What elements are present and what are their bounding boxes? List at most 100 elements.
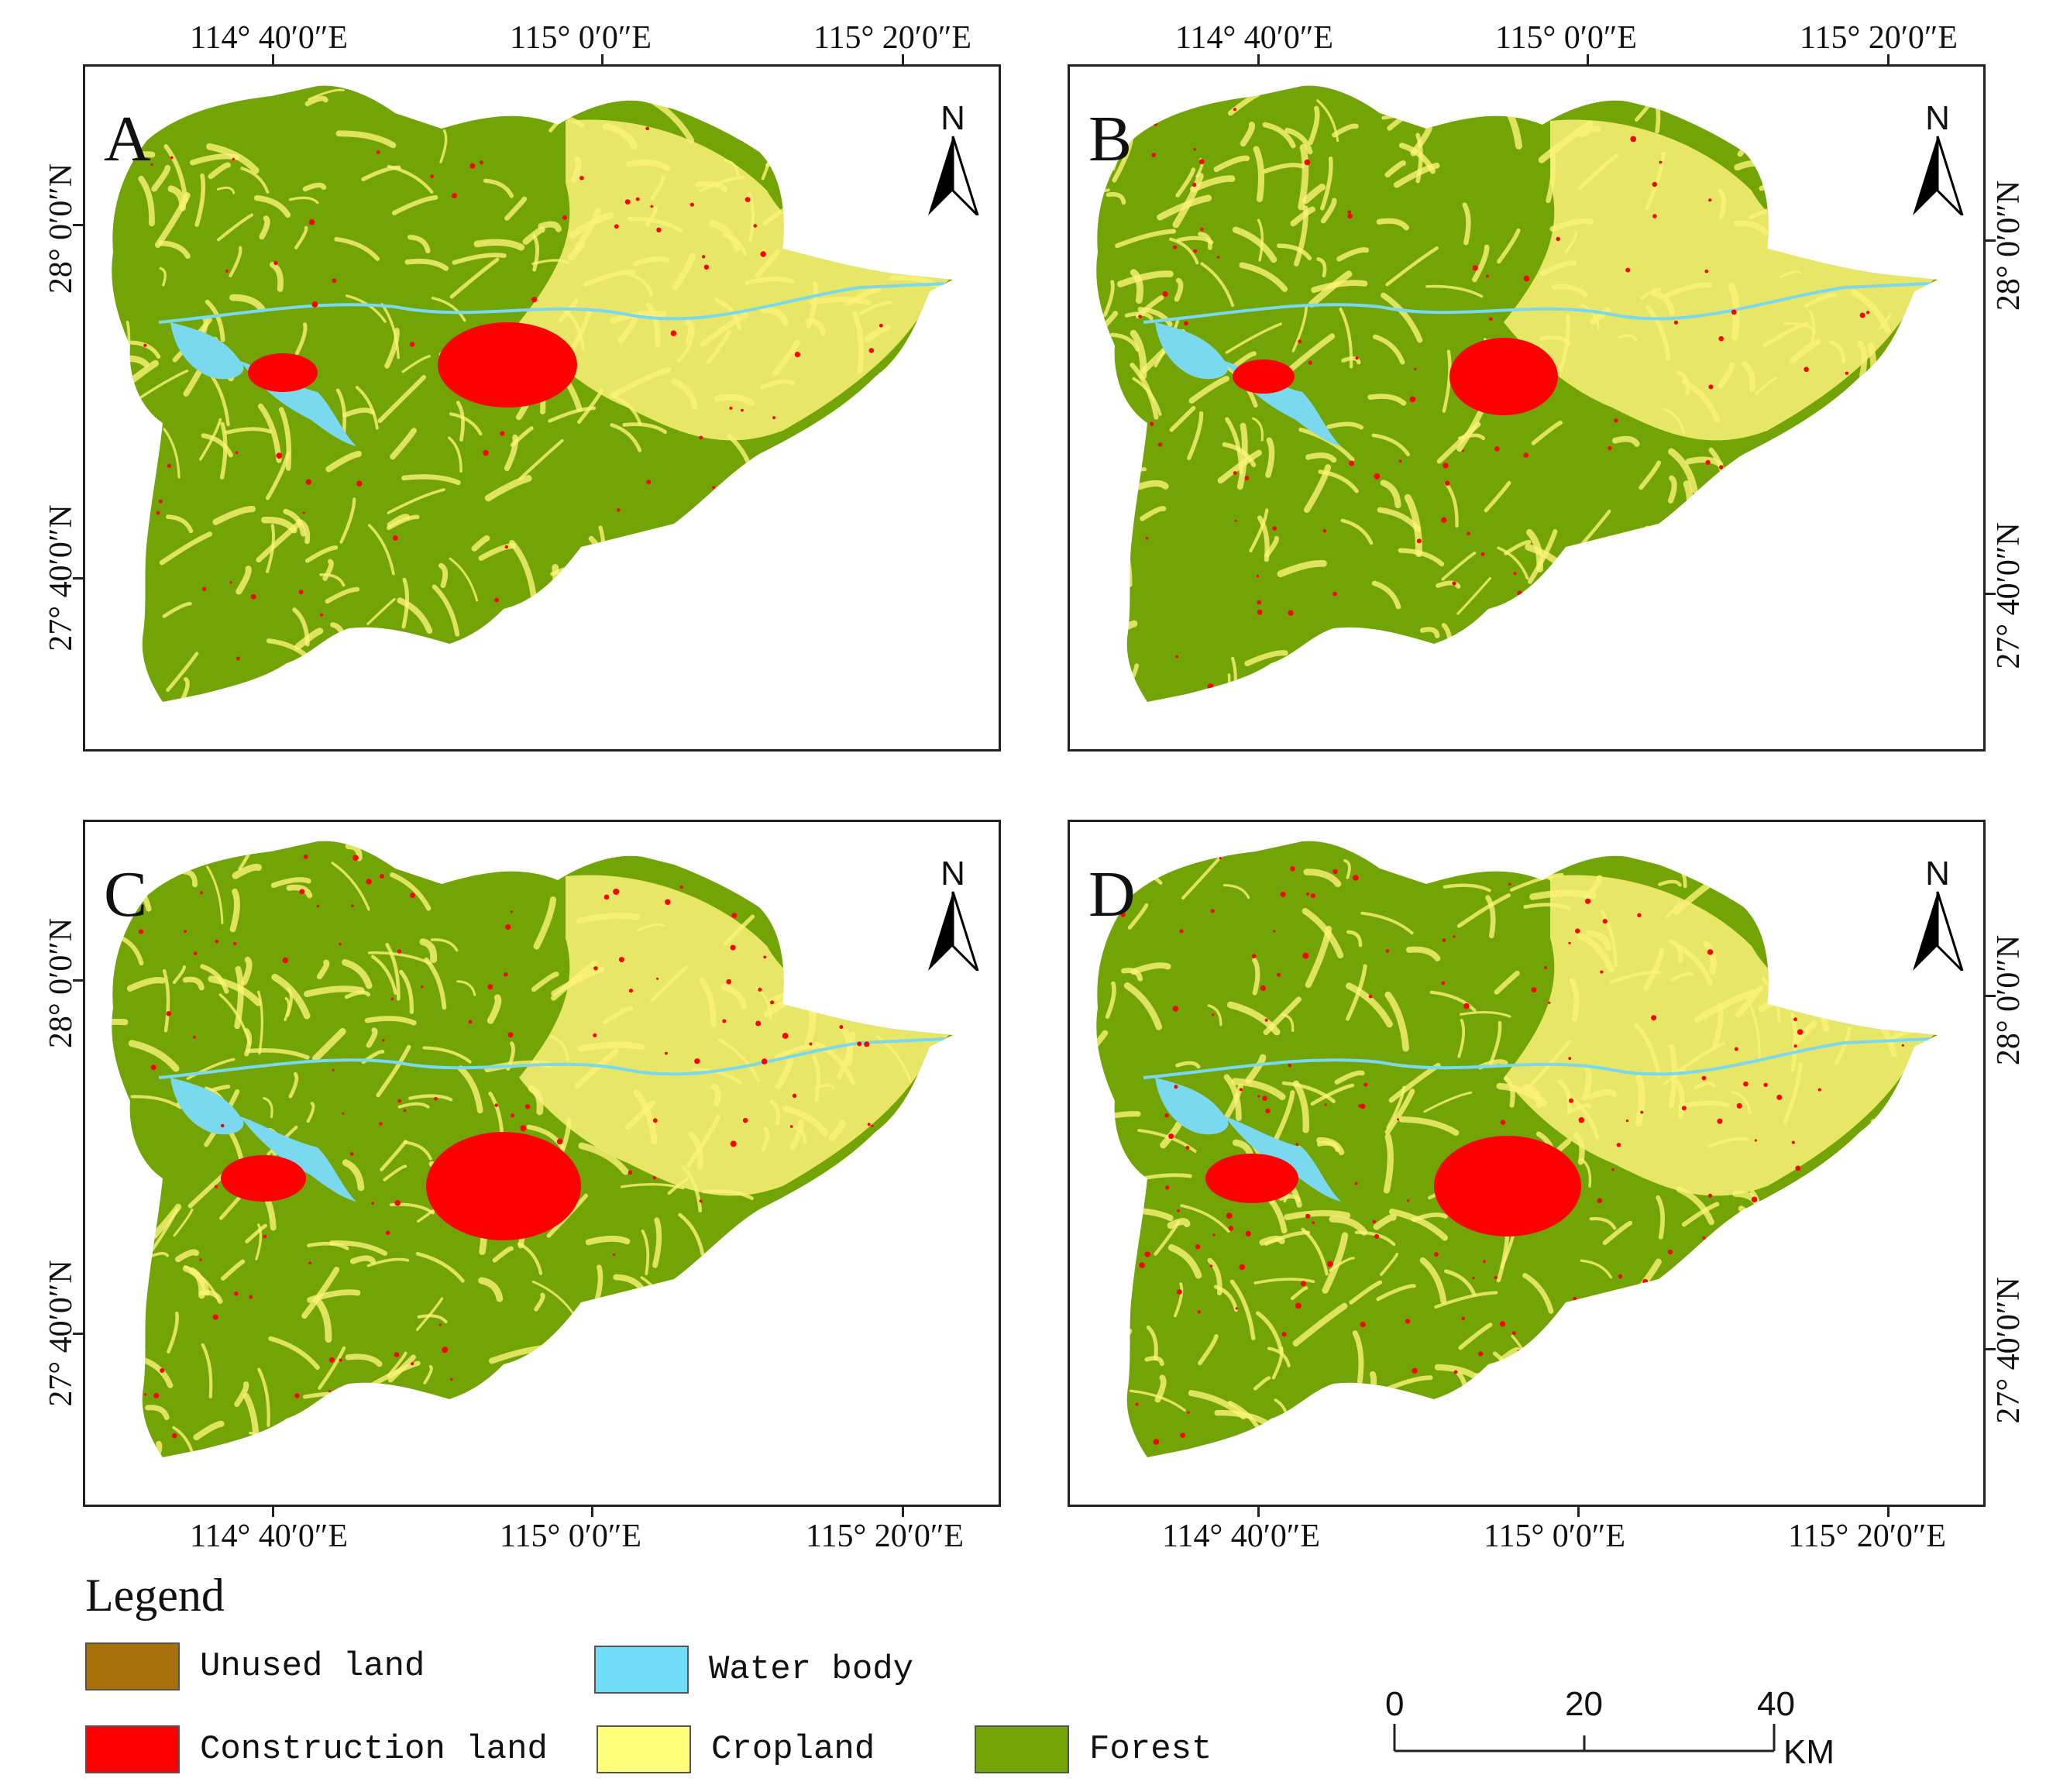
cropland-patch: [1891, 1198, 1911, 1242]
cropland-patch: [145, 1405, 170, 1420]
construction-dot: [1602, 919, 1608, 924]
construction-dot: [1360, 1103, 1366, 1109]
cropland-patch: [1771, 87, 1796, 125]
cropland-patch: [253, 194, 291, 218]
cropland-patch: [1140, 506, 1167, 521]
construction-dot: [376, 150, 380, 154]
cropland-patch: [198, 418, 222, 461]
cropland-patch: [1225, 322, 1282, 354]
cropland-patch: [1821, 460, 1879, 484]
cropland-patch: [1303, 868, 1342, 888]
construction-dot: [1312, 1221, 1315, 1225]
construction-dot: [1789, 456, 1794, 461]
construction-dot: [1729, 488, 1734, 493]
construction-dot: [1450, 1408, 1456, 1414]
construction-dot: [1353, 875, 1359, 881]
construction-dot: [1127, 1224, 1132, 1229]
cropland-patch: [1762, 573, 1781, 632]
legend-label: Water body: [709, 1650, 914, 1689]
cropland-patch: [1828, 340, 1846, 364]
cropland-patch: [1484, 480, 1511, 513]
cropland-patch: [398, 969, 414, 1014]
construction-dot: [1233, 108, 1237, 112]
construction-dot: [864, 1041, 870, 1047]
cropland-patch: [762, 891, 779, 906]
cropland-patch: [404, 258, 449, 271]
cropland-patch: [484, 475, 532, 502]
cropland-patch: [575, 631, 592, 687]
construction-dot: [841, 899, 847, 903]
cropland-patch: [1585, 930, 1612, 951]
cropland-patch: [1462, 202, 1471, 246]
cropland-patch: [655, 1347, 665, 1395]
construction-dot: [1443, 463, 1449, 469]
construction-dot: [1652, 851, 1658, 857]
construction-dot: [1191, 182, 1197, 187]
construction-dot: [656, 977, 659, 980]
cropland-patch: [813, 1267, 826, 1300]
cropland-patch: [650, 965, 689, 1003]
cropland-patch: [397, 597, 433, 635]
construction-dot: [215, 939, 219, 944]
construction-dot: [730, 1140, 737, 1147]
construction-dot: [298, 590, 304, 595]
construction-dot: [1463, 1003, 1470, 1010]
cropland-patch: [1738, 456, 1791, 468]
cropland-patch: [1504, 539, 1532, 555]
construction-dot: [150, 163, 153, 166]
cropland-patch: [1888, 514, 1906, 572]
cropland-patch: [1822, 680, 1830, 703]
cropland-patch: [844, 576, 893, 605]
construction-dot: [1235, 1307, 1238, 1310]
construction-dot: [1658, 1417, 1663, 1422]
construction-dot: [758, 987, 762, 992]
construction-dot: [1831, 904, 1836, 909]
construction-dot: [1472, 1276, 1475, 1280]
construction-dot: [394, 1199, 401, 1206]
cropland-patch: [163, 144, 188, 203]
map-panel-d: D N: [1068, 820, 1986, 1507]
cropland-patch: [950, 1099, 954, 1122]
cropland-patch: [1577, 676, 1597, 703]
construction-dot: [494, 597, 499, 603]
cropland-patch: [1456, 686, 1496, 703]
cropland-patch: [216, 186, 236, 194]
cropland-patch: [158, 240, 191, 260]
cropland-patch: [624, 1100, 655, 1130]
construction-dot: [731, 913, 738, 918]
cropland-patch: [1786, 1274, 1797, 1298]
construction-dot: [328, 1390, 331, 1393]
construction-dot: [1153, 1439, 1160, 1445]
cropland-patch: [1580, 1259, 1613, 1279]
north-letter: N: [1925, 855, 1950, 893]
cropland-patch: [693, 585, 706, 613]
construction-dot: [1625, 267, 1631, 273]
cropland-patch: [206, 143, 260, 174]
construction-dot: [1184, 321, 1188, 326]
cropland-patch: [570, 156, 583, 183]
construction-dot: [462, 118, 466, 122]
construction-dot: [720, 1406, 726, 1412]
cropland-patch: [1308, 105, 1320, 146]
cropland-patch: [925, 1221, 948, 1242]
construction-dot: [1866, 311, 1870, 315]
cropland-patch: [193, 1420, 225, 1441]
construction-dot: [1262, 1095, 1267, 1102]
cropland-patch: [783, 198, 824, 216]
cropland-patch: [1232, 226, 1277, 263]
cropland-patch: [702, 531, 745, 585]
construction-dot: [299, 889, 305, 895]
construction-dot: [1625, 1119, 1629, 1123]
construction-dot: [694, 112, 697, 115]
construction-dot: [1295, 1143, 1298, 1146]
cropland-patch: [1681, 1202, 1720, 1227]
construction-dot: [1245, 1230, 1251, 1237]
cropland-patch: [432, 584, 460, 637]
construction-dot: [1412, 1367, 1418, 1374]
construction-dot: [1233, 471, 1237, 475]
construction-dot: [1234, 519, 1237, 522]
construction-dot: [1193, 249, 1198, 253]
construction-dot: [385, 1230, 390, 1236]
construction-dot: [1298, 339, 1302, 344]
cropland-patch: [1694, 989, 1757, 1023]
